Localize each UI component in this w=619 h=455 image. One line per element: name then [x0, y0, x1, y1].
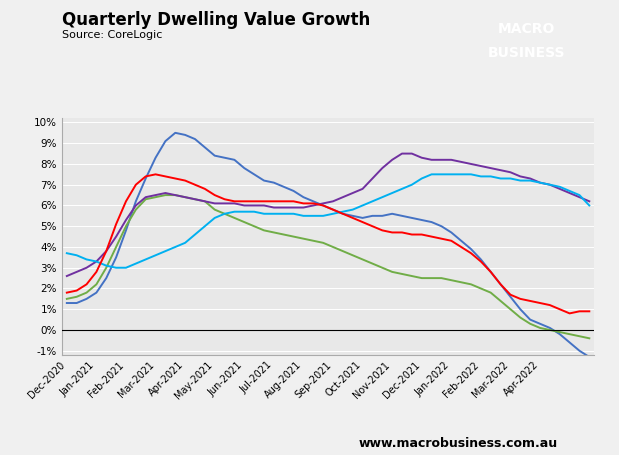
5-City Aggregate	[379, 228, 386, 233]
Melbourne	[63, 296, 71, 302]
Brisbane	[260, 203, 267, 208]
Sydney	[389, 211, 396, 217]
Adelaide	[113, 265, 120, 270]
Brisbane	[152, 192, 159, 198]
5-City Aggregate	[428, 234, 435, 239]
Line: Brisbane: Brisbane	[67, 154, 589, 276]
Line: Sydney: Sydney	[67, 133, 589, 357]
5-City Aggregate	[152, 172, 159, 177]
Brisbane	[369, 176, 376, 181]
Melbourne	[428, 275, 435, 281]
5-City Aggregate	[566, 311, 573, 316]
5-City Aggregate	[359, 219, 366, 225]
5-City Aggregate	[389, 230, 396, 235]
Adelaide	[359, 203, 366, 208]
Melbourne	[586, 336, 593, 341]
Text: Source: CoreLogic: Source: CoreLogic	[62, 30, 162, 40]
Sydney	[152, 155, 159, 161]
Adelaide	[389, 190, 396, 196]
Adelaide	[438, 172, 445, 177]
Text: BUSINESS: BUSINESS	[487, 46, 565, 61]
Melbourne	[270, 230, 277, 235]
Line: Melbourne: Melbourne	[67, 195, 589, 339]
Adelaide	[162, 248, 169, 254]
Melbourne	[162, 192, 169, 198]
Melbourne	[379, 265, 386, 270]
Line: Adelaide: Adelaide	[67, 174, 589, 268]
Brisbane	[349, 190, 357, 196]
Melbourne	[152, 194, 159, 200]
5-City Aggregate	[162, 174, 169, 179]
Text: Quarterly Dwelling Value Growth: Quarterly Dwelling Value Growth	[62, 11, 370, 30]
Text: MACRO: MACRO	[498, 22, 555, 36]
Adelaide	[379, 194, 386, 200]
Line: 5-City Aggregate: 5-City Aggregate	[67, 174, 589, 313]
Brisbane	[428, 157, 435, 162]
Sydney	[171, 130, 179, 136]
Text: www.macrobusiness.com.au: www.macrobusiness.com.au	[359, 437, 558, 450]
Brisbane	[63, 273, 71, 279]
Sydney	[428, 219, 435, 225]
Sydney	[359, 215, 366, 221]
5-City Aggregate	[586, 308, 593, 314]
Sydney	[63, 300, 71, 306]
Brisbane	[586, 198, 593, 204]
Adelaide	[270, 211, 277, 217]
Adelaide	[586, 203, 593, 208]
Sydney	[270, 180, 277, 185]
Sydney	[586, 354, 593, 360]
5-City Aggregate	[270, 198, 277, 204]
Adelaide	[63, 250, 71, 256]
Melbourne	[359, 257, 366, 262]
Brisbane	[398, 151, 405, 157]
Adelaide	[428, 172, 435, 177]
Sydney	[379, 213, 386, 218]
5-City Aggregate	[63, 290, 71, 295]
Brisbane	[379, 165, 386, 171]
Melbourne	[389, 269, 396, 275]
